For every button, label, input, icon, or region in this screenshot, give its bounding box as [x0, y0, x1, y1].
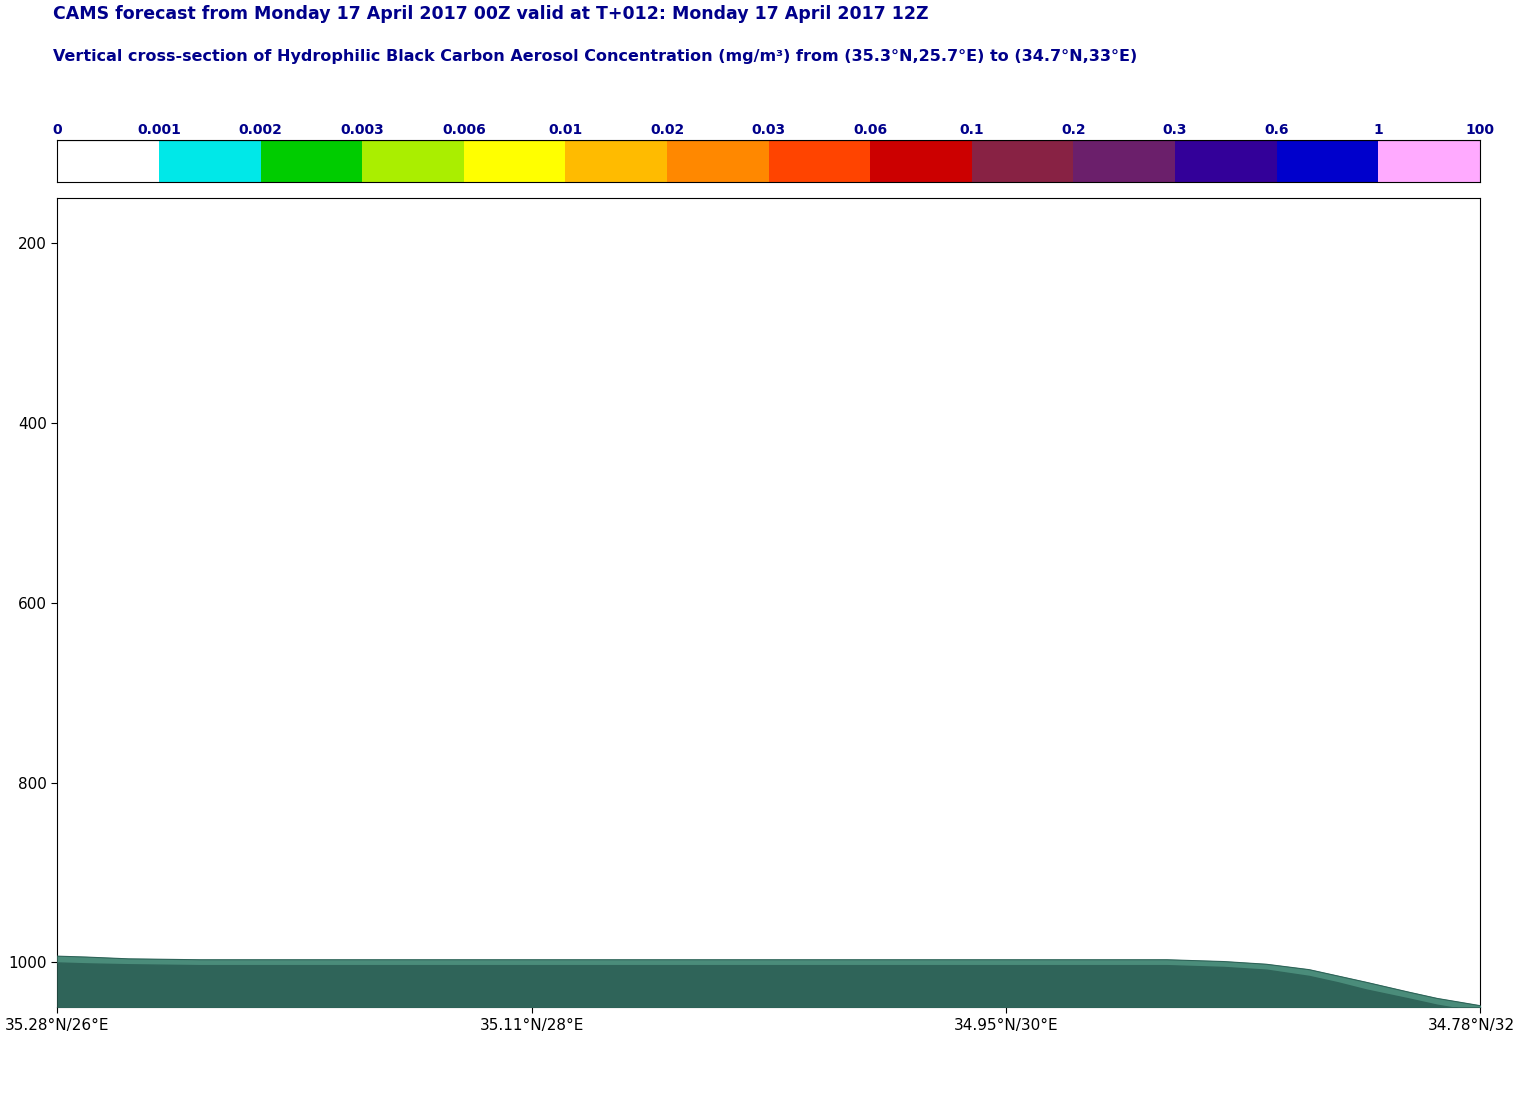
Bar — [971, 140, 1073, 182]
Text: 0.1: 0.1 — [959, 122, 983, 137]
Text: 0.06: 0.06 — [853, 122, 887, 137]
Text: 0: 0 — [53, 122, 62, 137]
Bar — [464, 140, 566, 182]
Text: 0.03: 0.03 — [752, 122, 785, 137]
Text: 0.002: 0.002 — [239, 122, 283, 137]
Bar — [769, 140, 870, 182]
Text: 100: 100 — [1465, 122, 1495, 137]
Bar — [667, 140, 769, 182]
Bar — [870, 140, 971, 182]
Text: 0.01: 0.01 — [548, 122, 583, 137]
Bar — [1176, 140, 1277, 182]
Text: 0.006: 0.006 — [442, 122, 486, 137]
Text: 0.02: 0.02 — [651, 122, 684, 137]
Text: Vertical cross-section of Hydrophilic Black Carbon Aerosol Concentration (mg/m³): Vertical cross-section of Hydrophilic Bl… — [53, 48, 1138, 64]
Text: 1: 1 — [1374, 122, 1383, 137]
Text: 0.6: 0.6 — [1265, 122, 1289, 137]
Text: CAMS forecast from Monday 17 April 2017 00Z valid at T+012: Monday 17 April 2017: CAMS forecast from Monday 17 April 2017 … — [53, 4, 929, 23]
Bar — [1378, 140, 1480, 182]
Bar — [57, 140, 159, 182]
Text: 0.003: 0.003 — [340, 122, 384, 137]
Text: 0.001: 0.001 — [138, 122, 182, 137]
Bar — [1073, 140, 1176, 182]
Bar — [159, 140, 260, 182]
Text: 0.2: 0.2 — [1061, 122, 1086, 137]
Text: 0.3: 0.3 — [1162, 122, 1188, 137]
Bar — [362, 140, 464, 182]
Bar — [566, 140, 667, 182]
Bar — [1277, 140, 1378, 182]
Bar — [260, 140, 362, 182]
